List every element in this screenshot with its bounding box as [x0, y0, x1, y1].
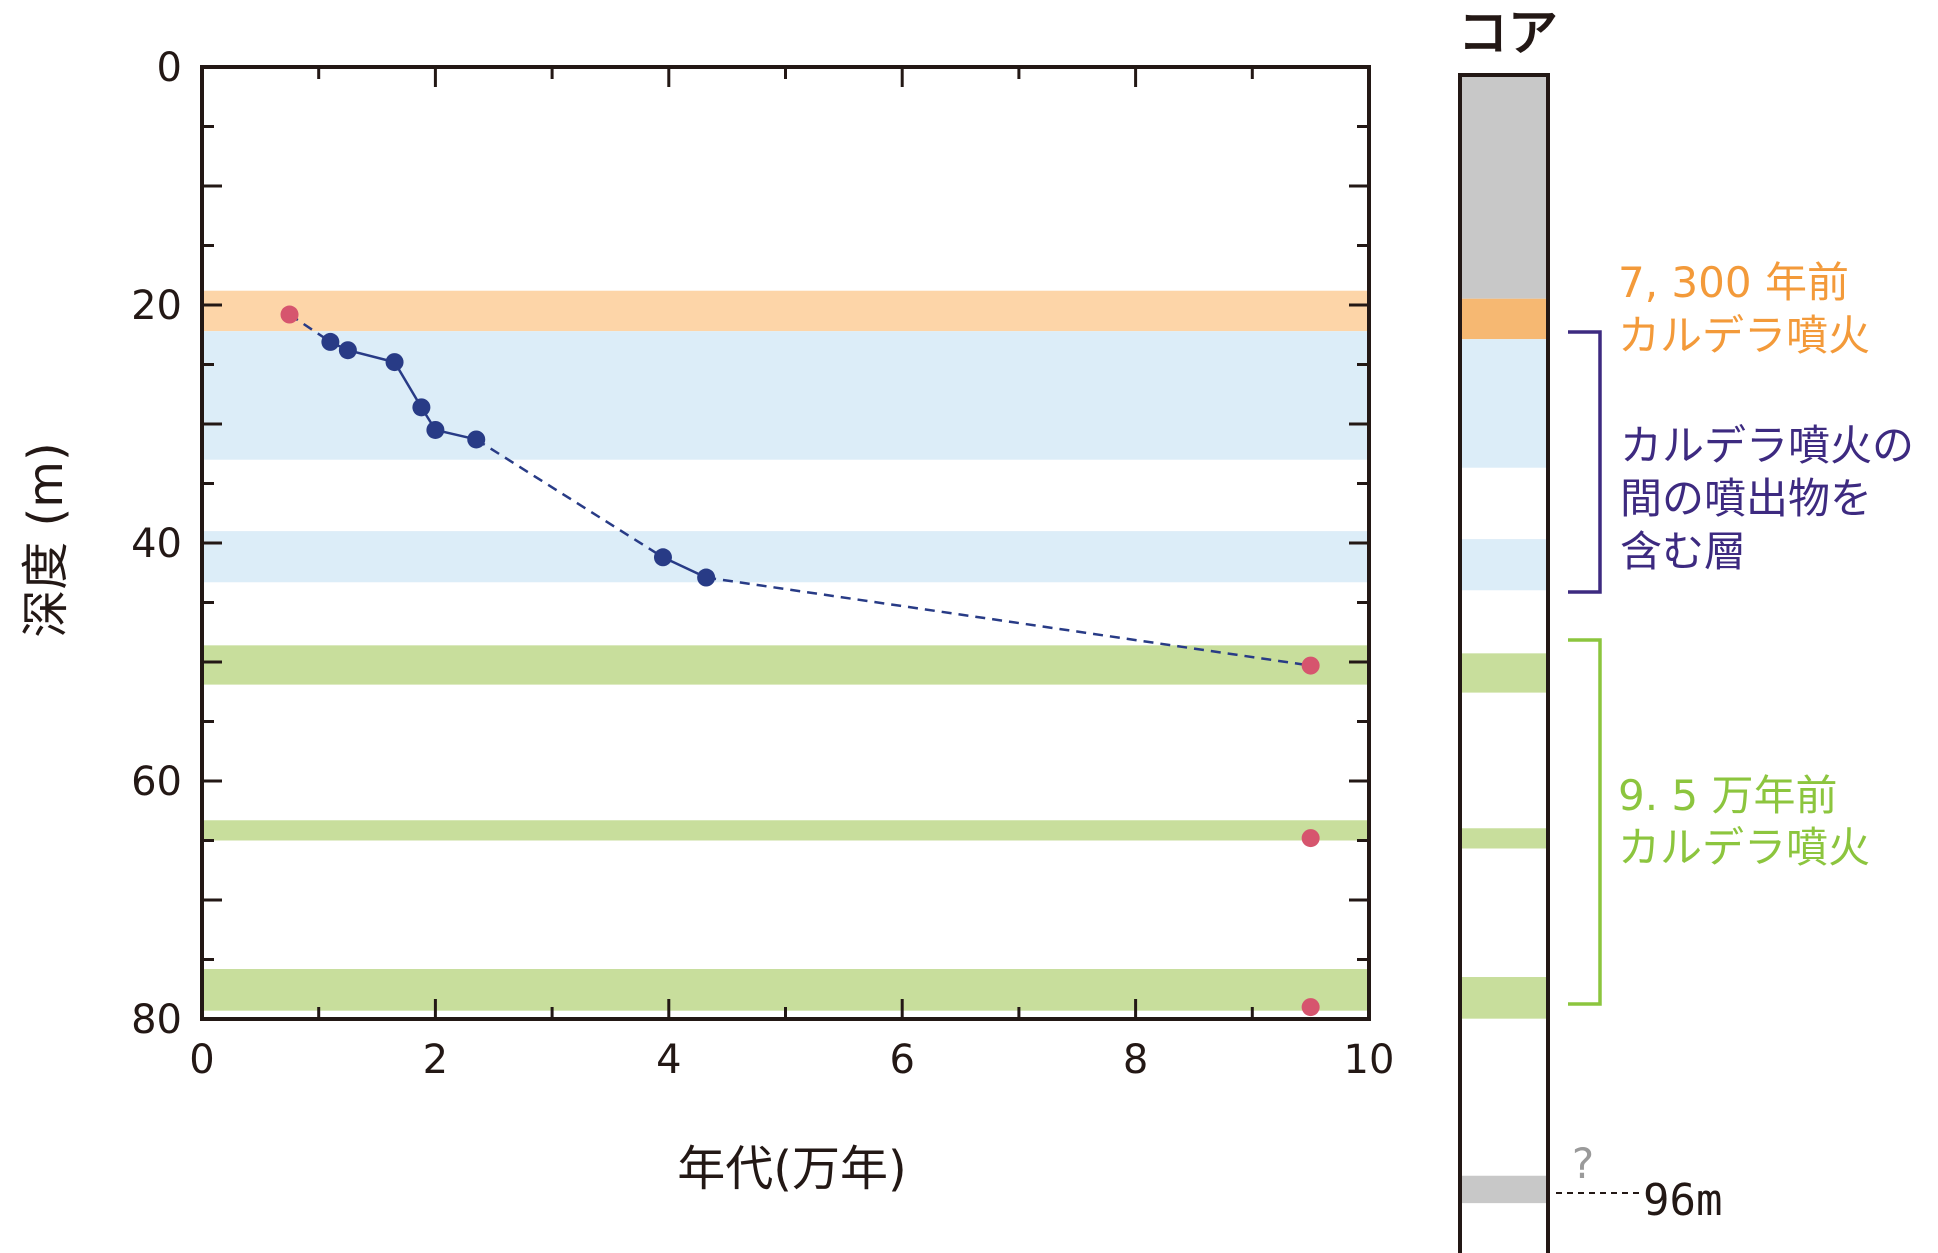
data-point-pink	[1301, 656, 1320, 675]
data-points	[280, 305, 1320, 1017]
data-point-blue	[697, 568, 716, 587]
band-5	[202, 969, 1369, 1011]
depth-age-chart: 0 2 4 6 8 10 0 20 40 60 80 年代(万年) 深度 (m)	[18, 45, 1394, 1197]
annotation-recent-eruption: 7, 300 年前 カルデラ噴火	[1618, 258, 1870, 360]
old-eruption-line1: 9. 5 万年前	[1618, 771, 1838, 820]
y-tick-label: 20	[131, 283, 182, 329]
core-layer-1	[1460, 298, 1548, 340]
core-title: コア	[1458, 4, 1558, 62]
band-1	[202, 331, 1369, 460]
tick-labels: 0 2 4 6 8 10 0 20 40 60 80	[131, 45, 1394, 1083]
x-tick-label: 4	[656, 1037, 681, 1083]
data-point-pink	[1301, 829, 1320, 848]
axis-ticks	[200, 65, 1371, 1021]
core-layer-2	[1460, 339, 1548, 468]
between-bracket	[1568, 330, 1602, 594]
x-tick-label: 10	[1344, 1037, 1395, 1083]
between-line2: 間の噴出物を	[1620, 474, 1872, 523]
x-tick-label: 2	[423, 1037, 448, 1083]
band-0	[202, 290, 1369, 332]
old-bracket	[1568, 638, 1602, 1006]
data-point-pink	[1301, 998, 1320, 1017]
data-point-blue	[653, 548, 672, 567]
data-point-pink	[280, 305, 299, 324]
core-layer-3	[1460, 539, 1548, 591]
band-4	[202, 820, 1369, 841]
y-tick-label: 0	[157, 45, 182, 91]
old-eruption-line2: カルデラ噴火	[1618, 823, 1870, 872]
data-point-blue	[467, 430, 486, 449]
tephra-bands	[202, 290, 1369, 1011]
series-dashed-line	[475, 438, 664, 559]
core-column: コア ? 96m	[1458, 4, 1722, 1253]
data-point-blue	[412, 398, 431, 417]
x-tick-label: 6	[889, 1037, 914, 1083]
between-line3: 含む層	[1620, 527, 1746, 576]
y-axis-title: 深度 (m)	[18, 442, 74, 637]
x-tick-label: 8	[1123, 1037, 1148, 1083]
core-depth-label: 96m	[1643, 1175, 1722, 1226]
core-layers	[1460, 75, 1548, 1204]
data-point-blue	[385, 353, 404, 372]
core-layer-4	[1460, 653, 1548, 693]
core-layer-5	[1460, 828, 1548, 849]
question-mark: ?	[1572, 1139, 1594, 1188]
data-point-blue	[338, 341, 357, 360]
y-tick-label: 40	[131, 521, 182, 567]
band-3	[202, 645, 1369, 685]
y-tick-label: 60	[131, 759, 182, 805]
recent-eruption-line2: カルデラ噴火	[1618, 311, 1870, 360]
x-axis-title: 年代(万年)	[677, 1141, 906, 1197]
between-line1: カルデラ噴火の	[1620, 421, 1914, 470]
x-tick-label: 0	[189, 1037, 214, 1083]
band-2	[202, 531, 1369, 583]
annotation-between-layers: カルデラ噴火の 間の噴出物を 含む層	[1568, 330, 1914, 594]
core-layer-7	[1460, 1175, 1548, 1204]
data-point-blue	[426, 420, 445, 439]
core-layer-0	[1460, 75, 1548, 299]
core-layer-6	[1460, 977, 1548, 1019]
recent-eruption-line1: 7, 300 年前	[1618, 258, 1849, 307]
annotation-old-eruption: 9. 5 万年前 カルデラ噴火	[1568, 638, 1870, 1006]
data-point-blue	[321, 332, 340, 351]
y-tick-label: 80	[131, 997, 182, 1043]
